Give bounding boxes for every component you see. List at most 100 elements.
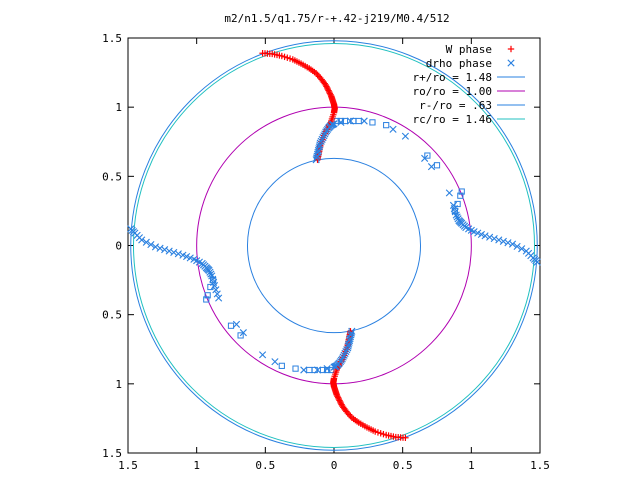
x-b [464, 225, 473, 233]
point [161, 246, 169, 254]
point [314, 148, 322, 156]
x-b [316, 141, 324, 149]
y-tick-label: 1.5 [102, 447, 122, 460]
x-tick-label: 0 [331, 459, 338, 472]
x-b [345, 340, 353, 348]
point [213, 290, 221, 298]
point [237, 332, 244, 339]
x-b [331, 363, 339, 371]
point [278, 362, 285, 369]
x-b [195, 258, 204, 266]
circle-r-1_46 [132, 43, 536, 448]
point [341, 405, 348, 412]
point [323, 83, 330, 90]
x-b [343, 346, 351, 354]
point [319, 366, 327, 374]
point [317, 137, 325, 145]
point [374, 429, 382, 436]
point [212, 286, 220, 294]
x-b [165, 247, 173, 255]
x-tick-label: 1 [468, 459, 475, 472]
point [389, 125, 397, 133]
x-b [208, 272, 216, 280]
point [295, 59, 303, 66]
point [311, 68, 318, 76]
x-b [346, 335, 354, 343]
x-tick-label: 0.5 [393, 459, 413, 472]
x-b [518, 245, 526, 253]
point [350, 117, 357, 125]
x-b [128, 226, 136, 234]
point [490, 234, 498, 243]
point [360, 117, 368, 125]
point [504, 239, 512, 247]
circle-r-0_63 [246, 157, 422, 334]
x-b [206, 268, 214, 276]
point [518, 245, 526, 253]
series-square [203, 117, 465, 374]
x-b [490, 234, 498, 243]
x-b [508, 240, 517, 248]
point [315, 143, 323, 151]
point [336, 398, 344, 406]
point [477, 230, 485, 239]
point [292, 365, 299, 372]
point [377, 430, 384, 437]
point [151, 243, 160, 251]
point [316, 141, 324, 149]
point [451, 208, 459, 216]
x-b [470, 228, 478, 236]
point [481, 232, 489, 240]
point [453, 213, 461, 221]
x-b [339, 353, 347, 361]
x-b [133, 231, 141, 239]
point [385, 432, 392, 439]
reference-circles [130, 40, 538, 451]
point [286, 55, 294, 62]
point [207, 270, 215, 278]
point [215, 294, 223, 302]
point [170, 248, 178, 257]
x-b [213, 290, 221, 298]
point [209, 275, 217, 283]
x-b [513, 242, 521, 251]
point [467, 226, 475, 234]
x-b [321, 130, 329, 138]
point [324, 366, 331, 374]
x-b [174, 250, 182, 258]
x-b [210, 282, 219, 290]
point [328, 115, 336, 123]
point [323, 84, 331, 91]
x-b [315, 143, 323, 151]
x-b [504, 239, 512, 247]
point [355, 117, 362, 125]
point [460, 222, 469, 230]
y-tick-label: 0.5 [102, 170, 122, 183]
point [300, 366, 308, 374]
x-b [313, 154, 321, 162]
x-b [360, 117, 368, 125]
point [311, 366, 318, 374]
series-x-dense [128, 120, 540, 371]
point [142, 238, 150, 246]
point [336, 397, 343, 404]
x-b [532, 257, 540, 265]
point [401, 132, 410, 140]
x-tick-label: 1.5 [118, 459, 138, 472]
x-b [451, 208, 459, 216]
point [337, 117, 344, 125]
point [344, 342, 352, 350]
point [433, 162, 441, 169]
legend-label: drho phase [426, 57, 492, 70]
x-b [212, 286, 220, 294]
x-b [183, 252, 191, 261]
x-b [342, 347, 350, 356]
point [458, 188, 465, 195]
point [156, 244, 164, 252]
axis-ticks: 1.5 1 0.5 0 0.5 1 1.51.510.500.511.5 [102, 32, 550, 472]
x-b [427, 163, 436, 171]
point [227, 322, 235, 329]
point [284, 54, 291, 61]
x-b [199, 261, 208, 269]
point [365, 425, 373, 432]
